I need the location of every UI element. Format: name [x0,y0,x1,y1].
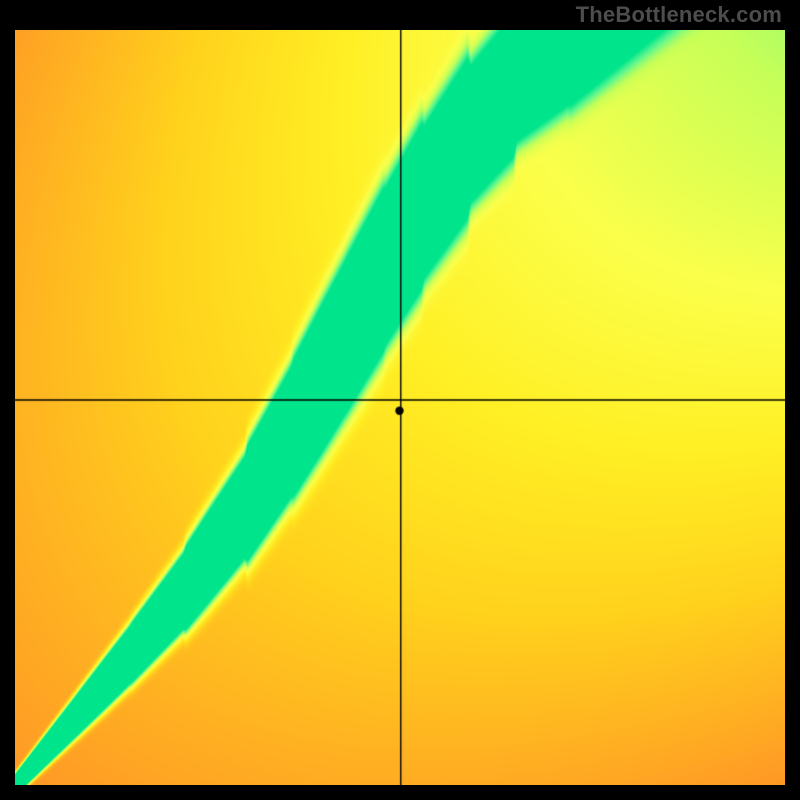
watermark-text: TheBottleneck.com [576,2,782,28]
chart-container: TheBottleneck.com [0,0,800,800]
heatmap-canvas [15,30,785,785]
heatmap-plot [15,30,785,785]
